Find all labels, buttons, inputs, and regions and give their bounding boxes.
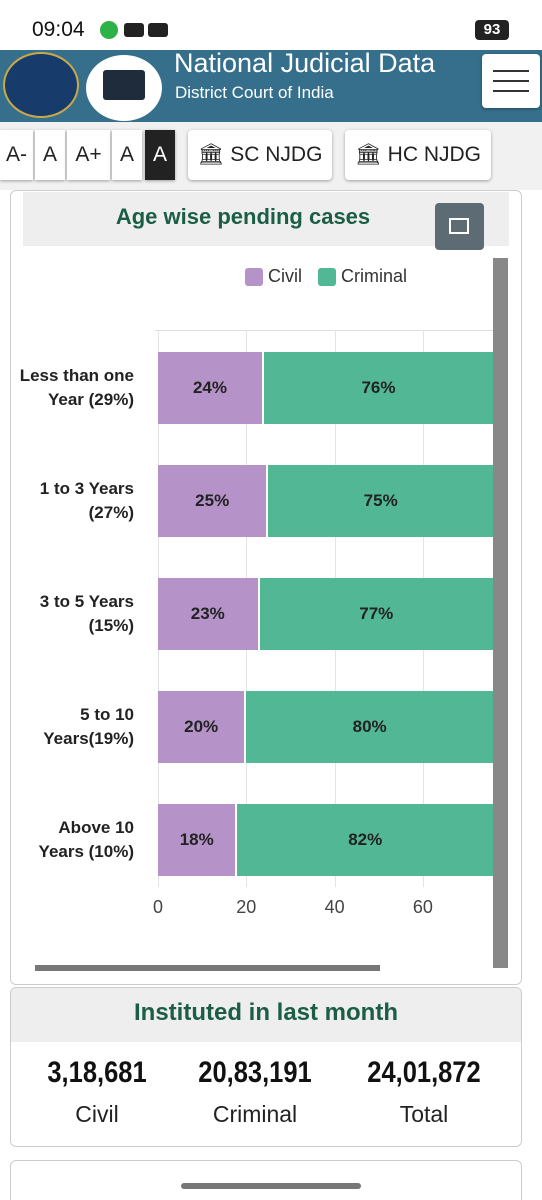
- category-label: Above 10 Years (10%): [38, 817, 134, 861]
- value-label: 82%: [348, 829, 383, 849]
- value-label: 24%: [192, 377, 227, 397]
- value-label: 80%: [352, 716, 387, 736]
- value-label: 18%: [179, 829, 214, 849]
- button-label: SC NJDG: [230, 143, 323, 166]
- value-label: 76%: [361, 377, 396, 397]
- menu-button[interactable]: [482, 54, 540, 108]
- stat-label: Criminal: [212, 1101, 298, 1127]
- legend-swatch: [245, 268, 263, 286]
- card-header: [11, 988, 521, 1042]
- bar-segment: 75%: [268, 464, 493, 537]
- bar-segment: 24%: [158, 351, 262, 424]
- bar-segment: 80%: [246, 690, 493, 763]
- value-label: 20%: [184, 716, 219, 736]
- bank-icon: 🏛: [354, 143, 382, 166]
- instituted-card: [10, 987, 522, 1147]
- x-tick-label: 60: [412, 897, 433, 917]
- stat-value: 20,83,191: [198, 1056, 312, 1089]
- logo: [3, 52, 79, 118]
- plot-border: [155, 330, 493, 331]
- font-size-button[interactable]: A-: [0, 130, 33, 180]
- value-label: 23%: [190, 603, 225, 623]
- font-size-button[interactable]: A+: [67, 130, 110, 180]
- bar-segment: 25%: [158, 464, 267, 537]
- card-header: [23, 192, 509, 246]
- legend-label: Criminal: [341, 266, 408, 286]
- bar-segment: 82%: [237, 803, 493, 876]
- stat-label: Civil: [75, 1101, 119, 1127]
- bar-segment: 20%: [158, 690, 245, 763]
- status-time: 09:04: [32, 18, 85, 41]
- value-label: 75%: [363, 490, 398, 510]
- font-size-button[interactable]: A: [145, 130, 175, 180]
- x-tick-label: 40: [324, 897, 345, 917]
- status-icon: [100, 21, 118, 39]
- bar-segment: 18%: [158, 803, 236, 876]
- battery: 93: [475, 20, 509, 40]
- sc-njdg-button[interactable]: 🏛 SC NJDG: [188, 130, 332, 180]
- header-subtitle: District Court of India: [175, 83, 334, 102]
- vertical-scrollbar: [493, 258, 508, 968]
- bar-segment: 76%: [263, 351, 493, 424]
- value-label: 25%: [195, 490, 230, 510]
- bank-icon: 🏛: [197, 143, 225, 166]
- category-label: 3 to 5 Years (15%): [39, 591, 134, 635]
- stat-value: 3,18,681: [47, 1056, 147, 1089]
- stat-label: Total: [399, 1101, 449, 1127]
- status-icon: [124, 23, 144, 37]
- legend-label: Civil: [268, 266, 302, 286]
- button-label: HC NJDG: [387, 143, 481, 166]
- font-size-button[interactable]: A: [112, 130, 142, 180]
- x-tick-label: 0: [152, 897, 163, 917]
- chart-title: Age wise pending cases: [115, 204, 371, 229]
- stat-value: 24,01,872: [367, 1056, 481, 1089]
- bar-segment: 23%: [158, 577, 258, 650]
- header-title: National Judicial Data: [174, 48, 436, 78]
- x-tick-label: 20: [236, 897, 257, 917]
- font-size-button[interactable]: A: [35, 130, 65, 180]
- next-card: [10, 1160, 522, 1200]
- category-label: 1 to 3 Years (27%): [39, 478, 134, 522]
- bar-segment: 77%: [259, 577, 493, 650]
- home-indicator: [181, 1183, 361, 1189]
- hc-njdg-button[interactable]: 🏛 HC NJDG: [345, 130, 491, 180]
- value-label: 77%: [359, 603, 394, 623]
- monitor-icon: [103, 70, 145, 100]
- horizontal-scrollbar: [35, 965, 380, 971]
- status-icon: [148, 23, 168, 37]
- table-view-button[interactable]: [435, 203, 484, 250]
- legend-swatch: [318, 268, 336, 286]
- category-label: Less than one Year (29%): [19, 365, 134, 409]
- instituted-title: Instituted in last month: [134, 999, 398, 1026]
- category-label: 5 to 10 Years(19%): [43, 704, 134, 748]
